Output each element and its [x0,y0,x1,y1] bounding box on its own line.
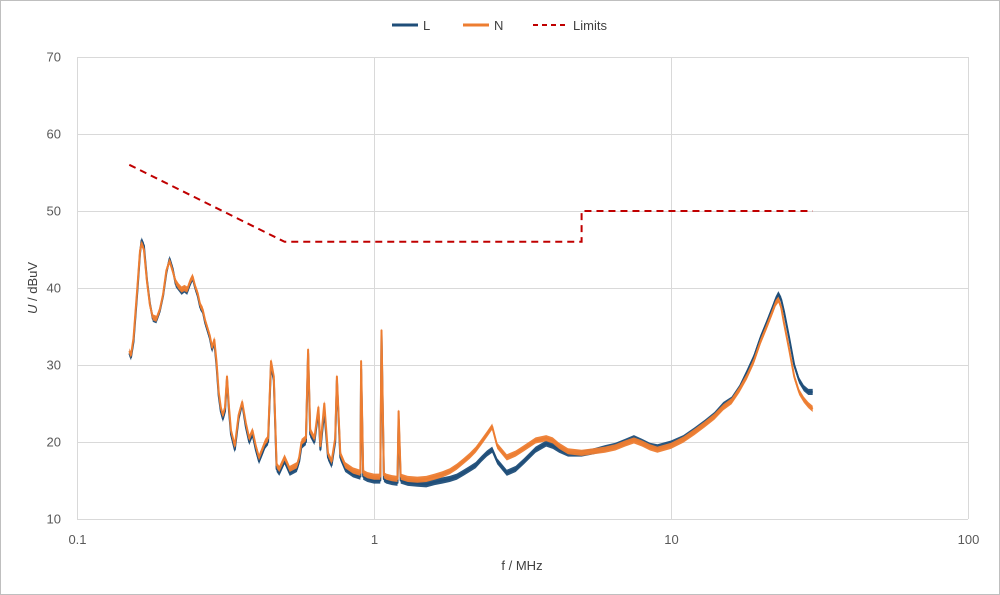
x-tick-label: 100 [958,532,980,547]
y-tick-label: 20 [47,435,61,450]
y-axis-title-symbol: U [25,304,40,314]
legend-label-l: L [423,18,430,33]
legend-label-n: N [494,18,503,33]
series-n [128,240,814,483]
x-tick-label: 10 [664,532,678,547]
legend-item-limits: Limits [533,18,607,33]
tick-labels: 10 20 30 40 50 60 70 0.1 1 10 100 [47,50,980,548]
y-axis-title-unit: / dBuV [25,262,40,305]
legend-label-limits: Limits [573,18,607,33]
y-tick-label: 60 [47,127,61,142]
y-tick-label: 40 [47,281,61,296]
series-line-n [128,242,814,481]
series-limits [128,163,813,243]
legend-item-n: N [463,18,503,33]
y-tick-label: 10 [47,512,61,527]
x-axis-title: f / MHz [501,558,542,573]
limit-line [128,163,813,243]
y-tick-label: 50 [47,204,61,219]
y-tick-label: 30 [47,358,61,373]
y-axis-title: U / dBuV [25,262,40,314]
y-tick-label: 70 [47,50,61,65]
grid-lines [77,57,969,520]
x-tick-label: 0.1 [68,532,86,547]
legend: L N Limits [392,18,607,33]
plot-area [128,163,814,488]
x-tick-label: 1 [371,532,378,547]
legend-item-l: L [392,18,430,33]
